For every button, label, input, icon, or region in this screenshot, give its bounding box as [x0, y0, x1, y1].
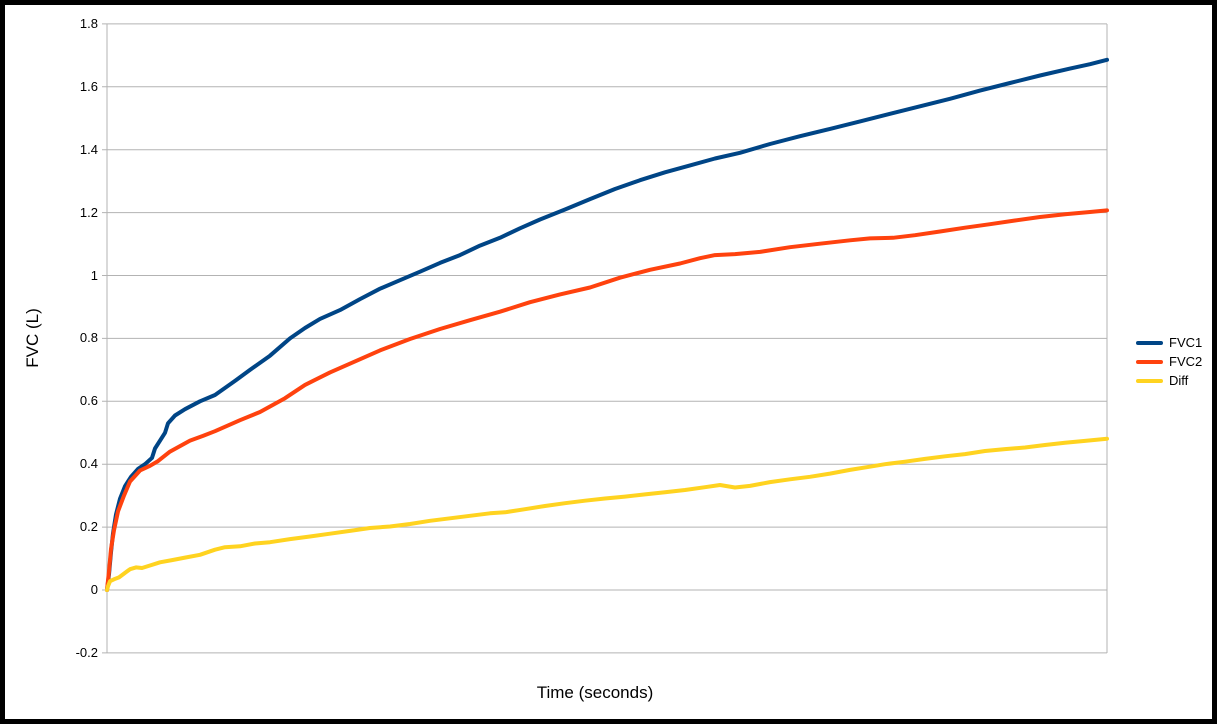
series-lines	[105, 57, 1109, 592]
legend-item-diff: Diff	[1136, 374, 1202, 387]
series-line-fvc2	[105, 208, 1109, 592]
y-tick-label: 0	[90, 582, 98, 597]
series-line-fvc1	[105, 57, 1109, 592]
y-tick-label: -0.2	[75, 644, 98, 660]
legend-line-swatch-icon	[1136, 359, 1163, 364]
legend-line-swatch-icon	[1136, 378, 1163, 383]
y-tick-label: 0.8	[79, 330, 98, 346]
y-tick-label: 1.2	[79, 204, 98, 220]
legend-item-fvc1: FVC1	[1136, 336, 1202, 349]
y-tick-label: 1.4	[79, 141, 98, 157]
x-axis-title: Time (seconds)	[536, 683, 654, 702]
y-axis-title: FVC (L)	[23, 308, 42, 368]
legend-item-fvc2: FVC2	[1136, 355, 1202, 368]
legend-line-swatch-icon	[1136, 340, 1163, 345]
y-tick-label: 0.6	[79, 393, 98, 409]
y-tick-label: 1	[90, 267, 98, 283]
gridlines	[102, 23, 1107, 654]
y-tick-label: 1.8	[79, 15, 98, 31]
legend-label: FVC2	[1169, 354, 1203, 369]
y-tick-label: 1.6	[79, 78, 98, 94]
y-tick-label: 0.4	[79, 456, 98, 472]
legend: FVC1 FVC2 Diff	[1136, 336, 1202, 393]
series-line-diff	[105, 436, 1109, 592]
legend-label: Diff	[1169, 373, 1189, 388]
y-tick-label: 0.2	[79, 519, 98, 535]
axis-lines	[106, 24, 1108, 653]
legend-label: FVC1	[1169, 335, 1203, 350]
